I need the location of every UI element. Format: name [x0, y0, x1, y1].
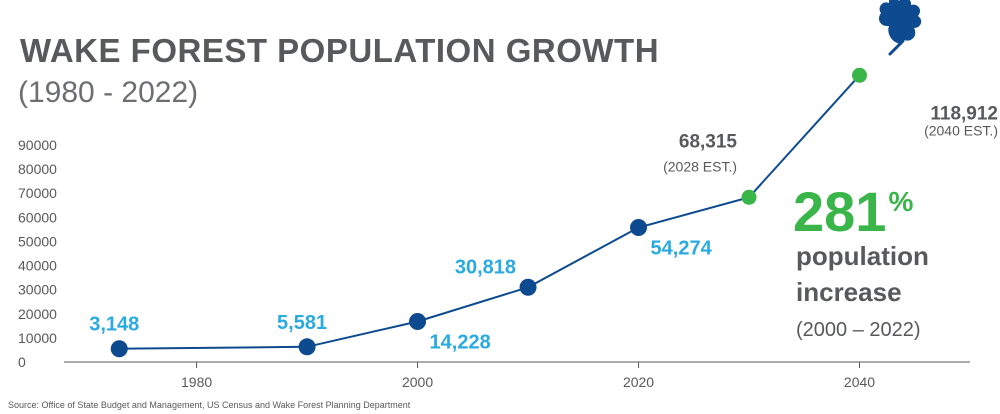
- x-tick-label: 1980: [181, 374, 212, 390]
- y-tick-label: 10000: [18, 330, 57, 346]
- data-point: [298, 338, 316, 356]
- y-tick-label: 80000: [18, 161, 57, 177]
- source-note: Source: Office of State Budget and Manag…: [8, 400, 411, 410]
- data-label-estimate: 68,315: [679, 131, 738, 152]
- data-label: 5,581: [277, 312, 327, 334]
- growth-callout: 281% population increase (2000 – 2022): [793, 180, 929, 341]
- x-tick-label: 2020: [623, 374, 654, 390]
- data-label-estimate: 118,912: [930, 103, 998, 124]
- y-tick-label: 0: [18, 354, 26, 370]
- data-point: [519, 278, 537, 296]
- y-tick-label: 90000: [18, 137, 57, 153]
- chart-axes: 0 10000 20000 30000 40000 50000 60000 70000 8000…: [18, 137, 970, 390]
- data-point: [110, 340, 128, 358]
- x-tick-label: 2000: [402, 374, 433, 390]
- y-tick-label: 50000: [18, 233, 57, 249]
- callout-years: (2000 – 2022): [796, 319, 921, 341]
- data-label: 54,274: [651, 237, 713, 259]
- y-tick-label: 70000: [18, 185, 57, 201]
- y-tick-label: 20000: [18, 306, 57, 322]
- oak-leaf-icon: [879, 0, 922, 56]
- data-point: [630, 218, 648, 236]
- callout-percent: 281%: [793, 180, 913, 243]
- x-tick-label: 2040: [844, 374, 875, 390]
- y-tick-label: 40000: [18, 258, 57, 274]
- data-label: 3,148: [89, 314, 139, 336]
- data-label-note: (2040 EST.): [924, 122, 998, 138]
- data-labels: 3,148 5,581 14,228 30,818 54,274 68,315 (2028 …: [89, 103, 998, 353]
- data-label: 30,818: [455, 256, 516, 278]
- callout-percent-sign: %: [888, 186, 913, 217]
- callout-percent-value: 281: [793, 180, 886, 243]
- series-line-population: [119, 74, 861, 350]
- callout-line2: increase: [796, 277, 902, 307]
- data-points: [110, 67, 868, 358]
- chart-title: WAKE FOREST POPULATION GROWTH: [20, 32, 659, 69]
- data-point: [852, 67, 868, 83]
- chart-subtitle: (1980 - 2022): [18, 76, 198, 109]
- y-tick-label: 60000: [18, 209, 57, 225]
- data-point: [409, 312, 427, 330]
- y-tick-label: 30000: [18, 282, 57, 298]
- data-label-note: (2028 EST.): [663, 158, 737, 174]
- callout-line1: population: [796, 241, 929, 271]
- data-label: 14,228: [430, 331, 491, 353]
- data-point: [741, 189, 757, 205]
